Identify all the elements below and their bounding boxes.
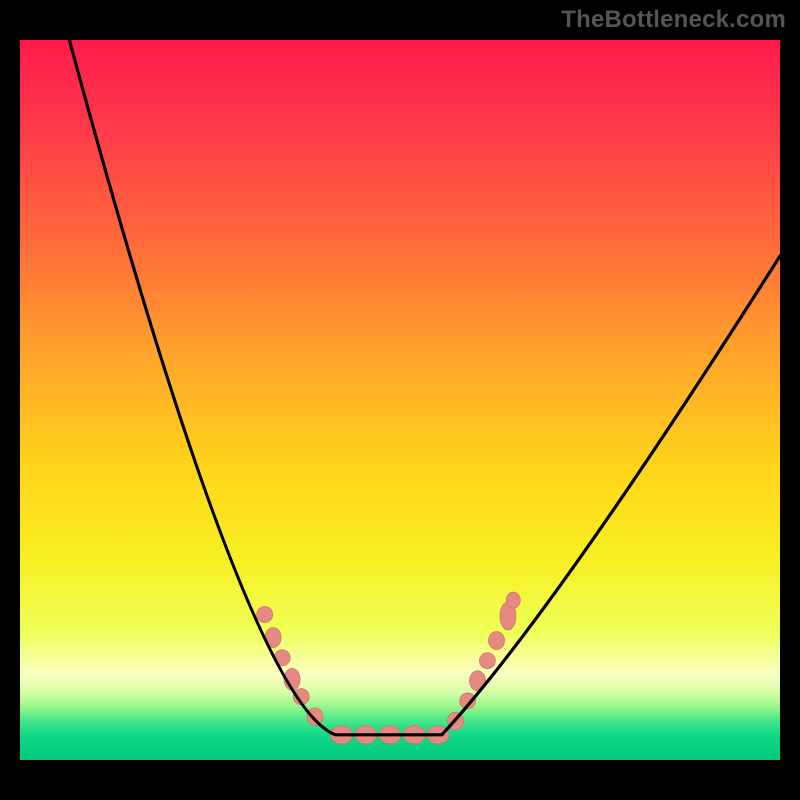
bottleneck-plot (0, 0, 800, 800)
data-marker (479, 653, 495, 669)
data-marker (506, 592, 520, 608)
data-marker (257, 607, 273, 623)
data-marker (307, 708, 323, 726)
data-marker (489, 631, 505, 649)
plot-background (20, 40, 780, 760)
